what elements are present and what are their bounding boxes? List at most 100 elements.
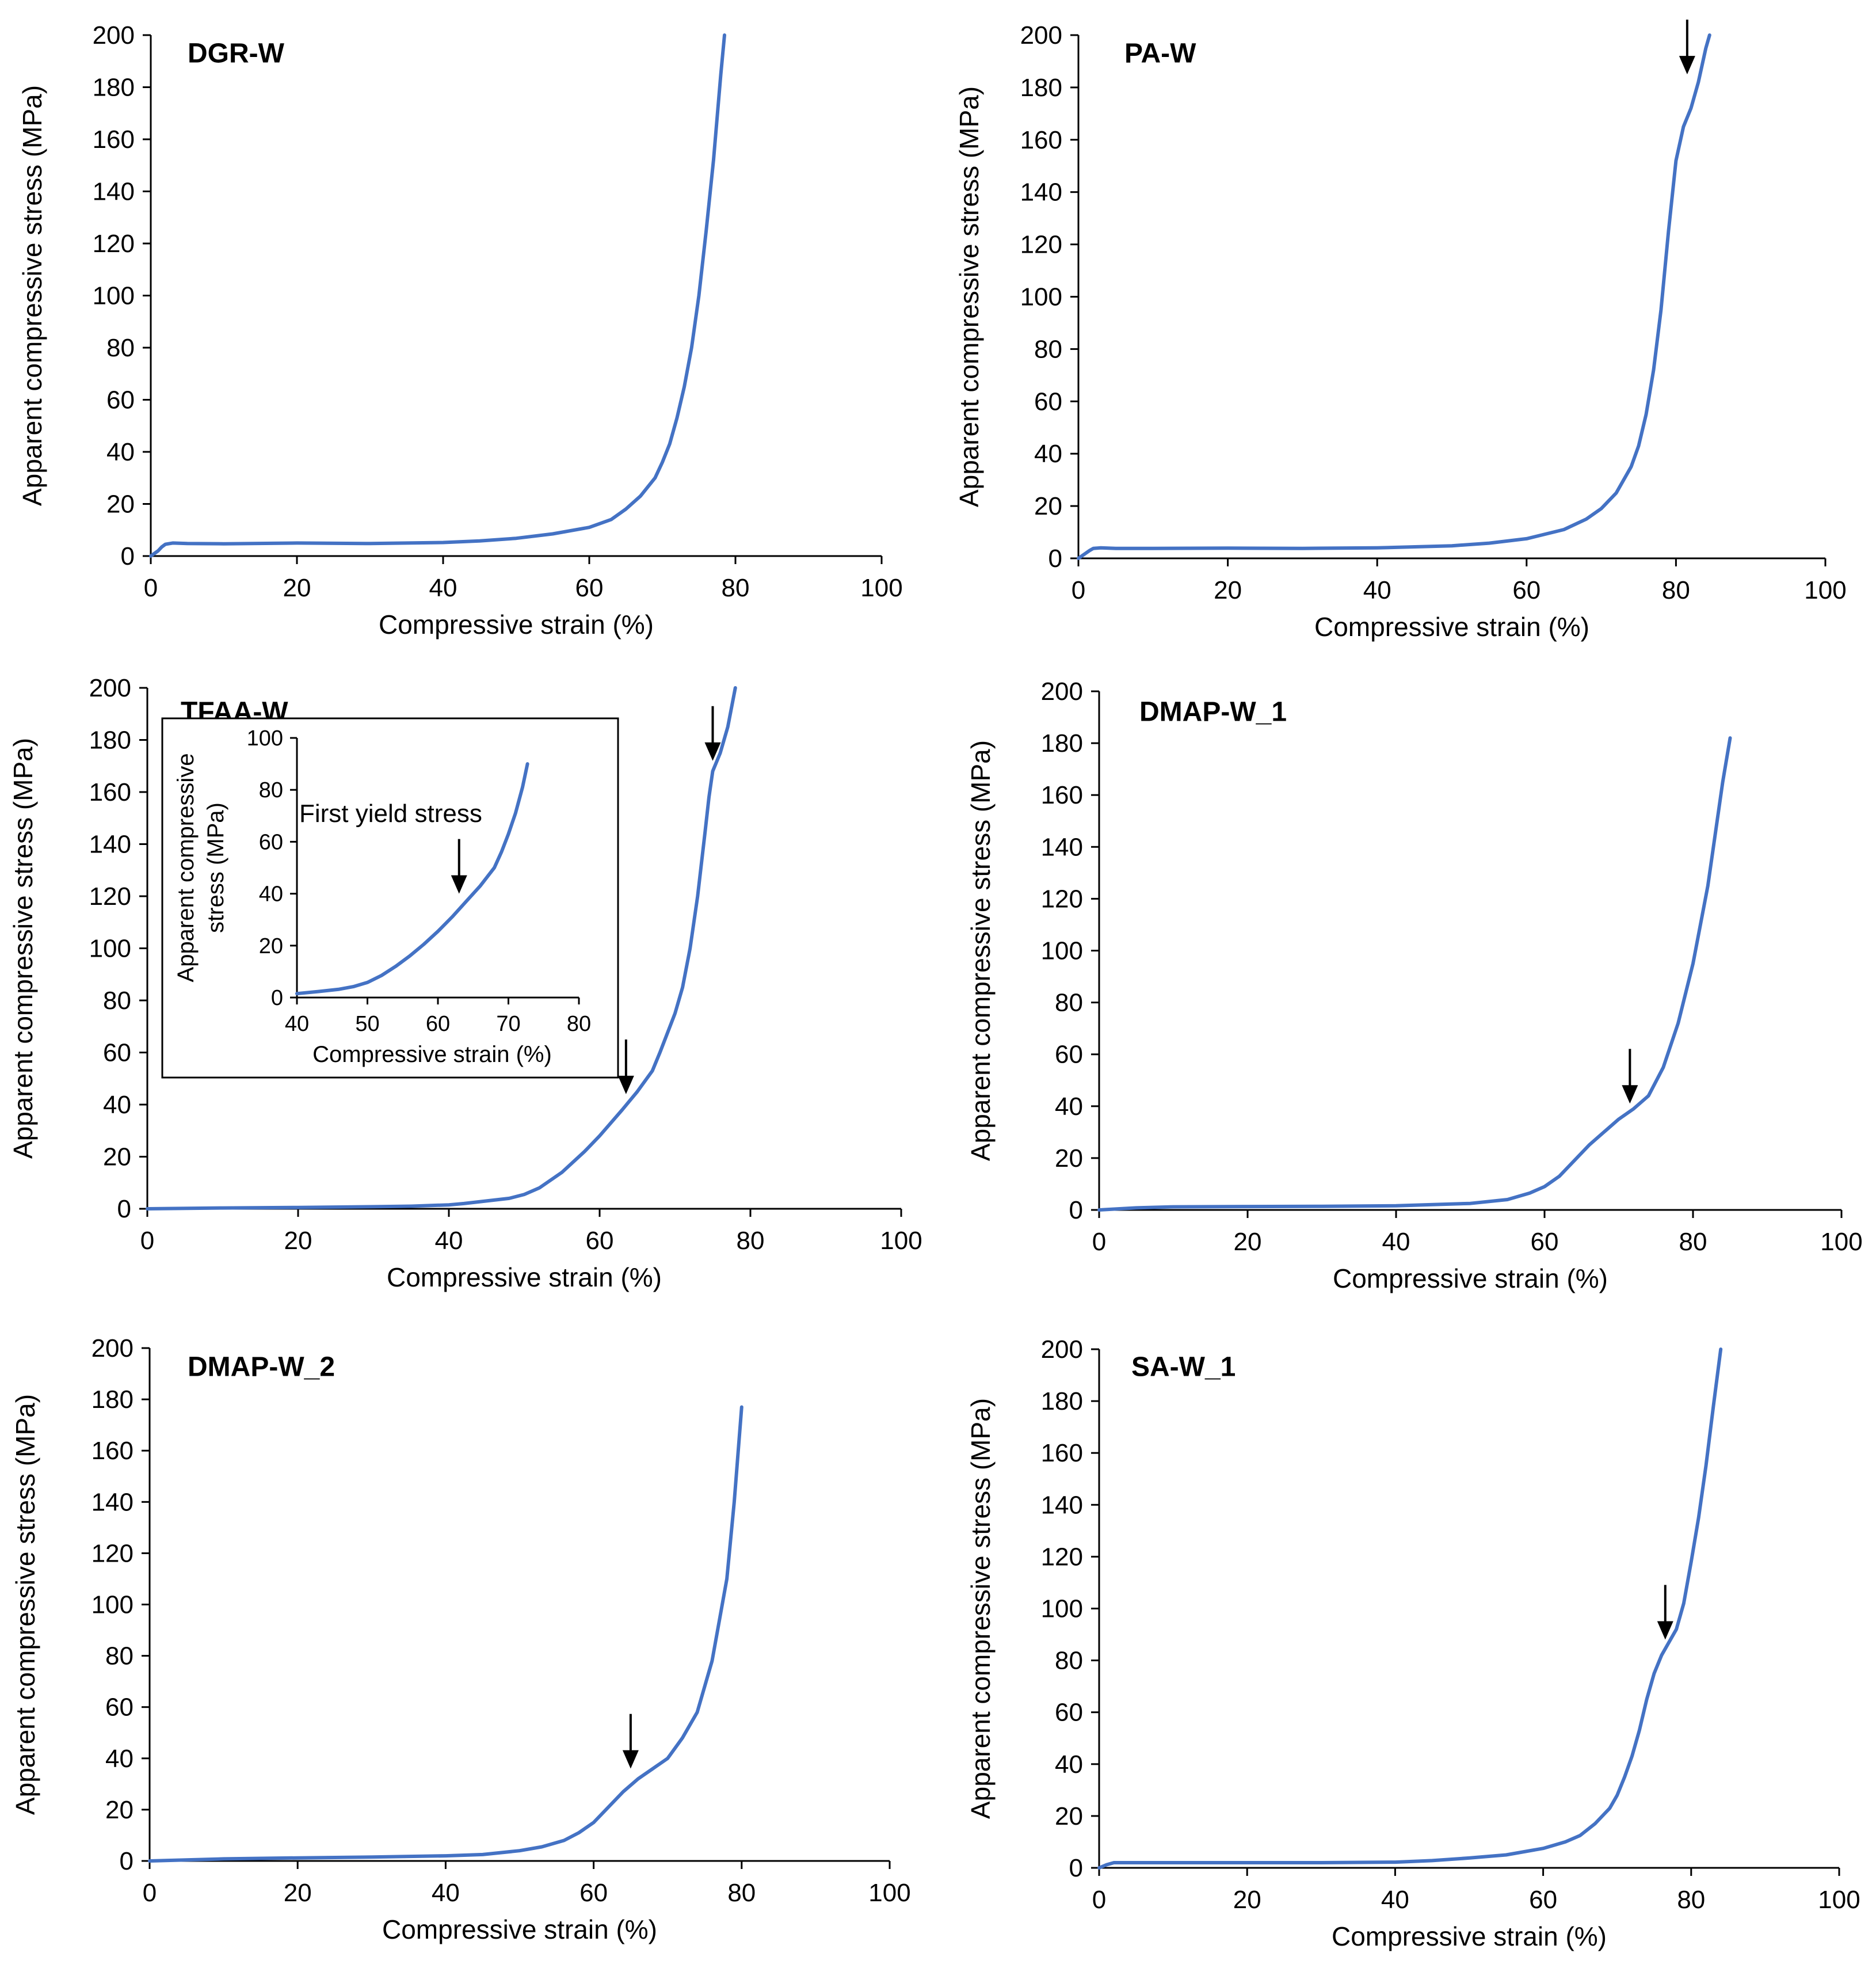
x-axis-label: Compressive strain (%): [1333, 1263, 1608, 1293]
y-tick-label: 160: [1020, 126, 1062, 154]
yield-arrow-head: [704, 742, 721, 761]
y-tick-label: 120: [91, 1539, 134, 1567]
y-tick-label: 120: [1020, 231, 1062, 259]
y-tick-label: 0: [1048, 545, 1062, 573]
inset-x-tick-label: 70: [496, 1012, 520, 1036]
inset-yield-arrow-head: [451, 875, 467, 894]
y-tick-label: 0: [1069, 1854, 1083, 1882]
x-tick-label: 40: [1381, 1886, 1409, 1914]
y-tick-label: 40: [1055, 1093, 1083, 1121]
y-tick-label: 120: [89, 882, 131, 911]
x-tick-label: 20: [1234, 1228, 1262, 1256]
y-tick-label: 40: [106, 438, 135, 466]
y-tick-label: 200: [91, 1334, 134, 1362]
x-tick-label: 100: [1820, 1228, 1862, 1256]
inset-y-tick-label: 40: [259, 882, 283, 907]
x-axis-label: Compressive strain (%): [379, 610, 654, 640]
x-tick-label: 80: [737, 1227, 765, 1255]
y-axis-label: Apparent compressive stress (MPa): [966, 1398, 996, 1819]
y-tick-label: 180: [1041, 1387, 1083, 1415]
chart-panel-4: 0 20 40 60 80 100 0 20 40 60 80 100 120 140 160 180 200 C…: [966, 677, 1863, 1293]
chart-title: DMAP-W_1: [1139, 697, 1287, 728]
x-tick-label: 80: [1662, 576, 1690, 604]
x-tick-label: 60: [1531, 1228, 1559, 1256]
x-tick-label: 60: [579, 1879, 608, 1907]
y-axis-label: Apparent compressive stress (MPa): [10, 1394, 40, 1815]
y-tick-label: 20: [105, 1796, 134, 1824]
chart-title: PA-W: [1124, 39, 1196, 69]
x-tick-label: 20: [284, 1879, 312, 1907]
x-tick-label: 40: [435, 1227, 463, 1255]
y-tick-label: 80: [105, 1642, 134, 1670]
x-tick-label: 40: [429, 574, 457, 602]
x-tick-label: 60: [1529, 1886, 1557, 1914]
y-tick-label: 100: [1020, 283, 1062, 311]
inset-chart: 40 50 60 70 80 0 20 40 60 80 100 Compressive strain…: [161, 717, 619, 1079]
y-tick-label: 0: [1069, 1196, 1083, 1224]
y-tick-label: 20: [1034, 492, 1062, 520]
series-line-pa-w: [1077, 33, 1711, 560]
y-tick-label: 140: [93, 178, 135, 206]
y-tick-label: 60: [105, 1693, 134, 1722]
inset-frame: [161, 717, 619, 1079]
series-line-dmap-w-2: [148, 1405, 743, 1863]
y-axis-label: Apparent compressive stress (MPa): [8, 738, 38, 1159]
x-tick-label: 80: [1679, 1228, 1707, 1256]
x-tick-label: 0: [144, 574, 158, 602]
y-axis-label: Apparent compressive stress (MPa): [17, 85, 47, 506]
inset-y-tick-label: 20: [259, 934, 283, 958]
x-tick-label: 0: [143, 1879, 157, 1907]
y-tick-label: 140: [1041, 833, 1083, 861]
y-tick-label: 200: [1020, 21, 1062, 50]
x-tick-label: 60: [1512, 576, 1541, 604]
y-axis-label: Apparent compressive stress (MPa): [954, 86, 984, 507]
x-tick-label: 80: [727, 1879, 756, 1907]
inset-x-axis-label: Compressive strain (%): [312, 1042, 552, 1067]
inset-y-axis-label-line1: Apparent compressive: [173, 753, 199, 983]
inset-x-tick-label: 40: [285, 1012, 309, 1036]
y-tick-label: 60: [106, 386, 135, 414]
y-tick-label: 160: [1041, 1439, 1083, 1467]
chart-panel-2: 0 20 40 60 80 100 0 20 40 60 80 100 120 140 160 180 200 C…: [954, 20, 1847, 642]
inset-annotation: First yield stress: [299, 800, 482, 828]
x-tick-label: 80: [722, 574, 750, 602]
inset-y-tick-label: 100: [247, 726, 283, 751]
x-axis-label: Compressive strain (%): [1314, 612, 1589, 642]
x-tick-label: 20: [283, 574, 311, 602]
y-tick-label: 180: [1041, 729, 1083, 758]
y-tick-label: 80: [103, 987, 131, 1015]
x-tick-label: 80: [1677, 1886, 1705, 1914]
chart-panel-6: 0 20 40 60 80 100 0 20 40 60 80 100 120 140 160 180 200 C…: [966, 1335, 1860, 1951]
x-tick-label: 60: [575, 574, 604, 602]
yield-arrow-head: [617, 1075, 634, 1094]
y-tick-label: 160: [1041, 781, 1083, 809]
y-tick-label: 100: [1041, 1595, 1083, 1623]
inset-y-tick-label: 0: [271, 986, 283, 1010]
x-tick-label: 40: [432, 1879, 460, 1907]
y-tick-label: 100: [89, 935, 131, 963]
y-tick-label: 60: [103, 1039, 131, 1067]
y-tick-label: 80: [1055, 1647, 1083, 1675]
yield-arrow-head: [1657, 1621, 1673, 1640]
y-tick-label: 200: [89, 674, 131, 702]
series-line-dgr-w: [149, 33, 726, 558]
y-tick-label: 20: [103, 1143, 131, 1171]
y-tick-label: 120: [1041, 1543, 1083, 1571]
y-tick-label: 180: [89, 726, 131, 755]
y-tick-label: 40: [1055, 1750, 1083, 1779]
y-tick-label: 140: [89, 831, 131, 859]
y-tick-label: 40: [1034, 440, 1062, 468]
y-tick-label: 200: [1041, 1335, 1083, 1364]
y-tick-label: 60: [1055, 1041, 1083, 1069]
series-line-sa-w-1: [1097, 1347, 1723, 1870]
inset-x-tick-label: 50: [355, 1012, 379, 1036]
y-tick-label: 0: [120, 1847, 134, 1875]
y-tick-label: 40: [105, 1745, 134, 1773]
x-tick-label: 0: [1072, 576, 1085, 604]
x-axis-label: Compressive strain (%): [1332, 1921, 1607, 1951]
x-tick-label: 20: [1214, 576, 1242, 604]
series-line-tfaa-w: [146, 686, 737, 1211]
inset-series-line: [295, 762, 529, 996]
y-tick-label: 140: [1020, 178, 1062, 207]
x-tick-label: 100: [880, 1227, 922, 1255]
